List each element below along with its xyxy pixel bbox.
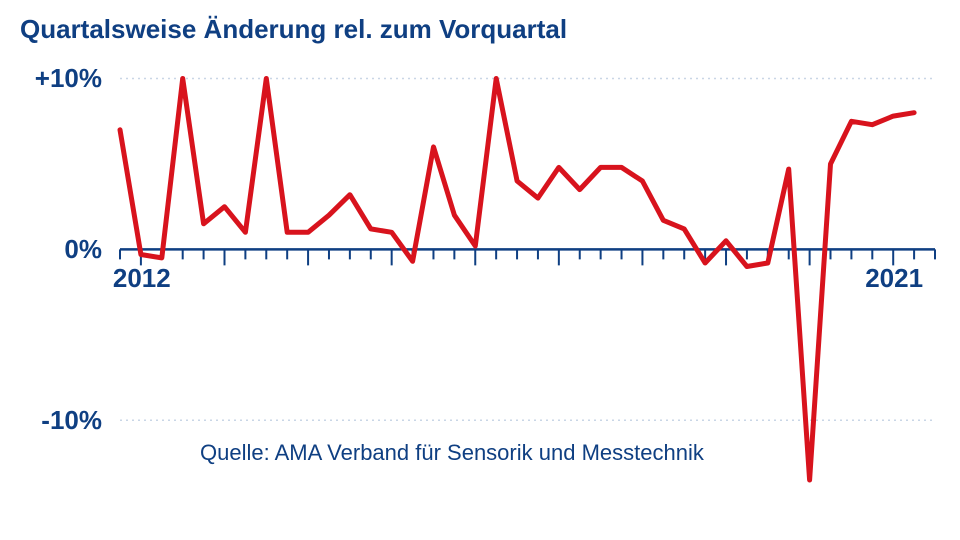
- chart-svg: [0, 0, 960, 540]
- chart-container: Quartalsweise Änderung rel. zum Vorquart…: [0, 0, 960, 540]
- ticks: [120, 249, 935, 265]
